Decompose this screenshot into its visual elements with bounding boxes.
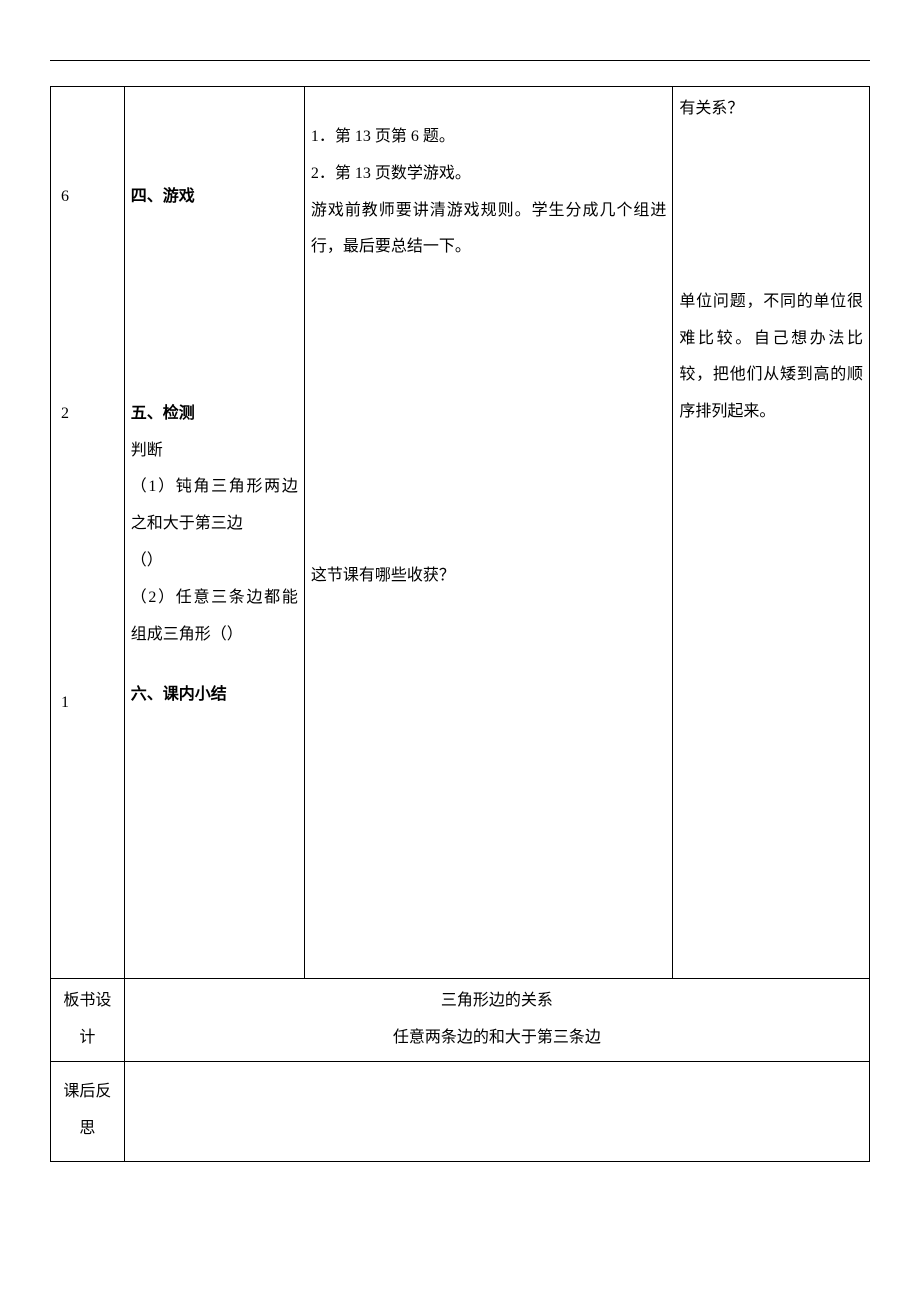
section-5-heading: 五、检测 [131, 396, 298, 433]
question-1: （1）钝角三角形两边之和大于第三边 [131, 469, 298, 543]
question-1-blank: （） [131, 543, 298, 580]
reflection-row: 课后反思 [51, 1061, 870, 1161]
time-value-3: 1 [61, 685, 116, 722]
lesson-plan-table: 6 2 1 四、游戏 五、检测 判断 （1）钝角三角形两边之和大于第三边 （） … [50, 86, 870, 1162]
reflection-content [124, 1061, 869, 1161]
board-line-1: 三角形边的关系 [133, 983, 861, 1020]
board-design-row: 板书设计 三角形边的关系 任意两条边的和大于第三条边 [51, 979, 870, 1062]
game-instruction: 游戏前教师要讲清游戏规则。学生分成几个组进行，最后要总结一下。 [311, 193, 667, 267]
page-top-rule [50, 60, 870, 61]
time-column: 6 2 1 [51, 87, 125, 979]
activity-column: 四、游戏 五、检测 判断 （1）钝角三角形两边之和大于第三边 （） （2）任意三… [124, 87, 304, 979]
exercise-1: 1．第 13 页第 6 题。 [311, 119, 667, 156]
time-value-2: 2 [61, 396, 116, 433]
relation-question: 有关系？ [679, 91, 863, 128]
board-design-label: 板书设计 [51, 979, 125, 1062]
teacher-activity-column: 1．第 13 页第 6 题。 2．第 13 页数学游戏。 游戏前教师要讲清游戏规… [304, 87, 673, 979]
student-activity-column: 有关系？ 单位问题，不同的单位很难比较。自己想办法比较，把他们从矮到高的顺序排列… [673, 87, 870, 979]
exercise-2: 2．第 13 页数学游戏。 [311, 156, 667, 193]
reflection-label: 课后反思 [51, 1061, 125, 1161]
section-4-heading: 四、游戏 [131, 179, 298, 216]
main-content-row: 6 2 1 四、游戏 五、检测 判断 （1）钝角三角形两边之和大于第三边 （） … [51, 87, 870, 979]
board-line-2: 任意两条边的和大于第三条边 [133, 1020, 861, 1057]
section-6-heading: 六、课内小结 [131, 677, 298, 714]
summary-question: 这节课有哪些收获？ [311, 558, 667, 595]
unit-problem-text: 单位问题，不同的单位很难比较。自己想办法比较，把他们从矮到高的顺序排列起来。 [679, 284, 863, 431]
time-value-1: 6 [61, 179, 116, 216]
question-2: （2）任意三条边都能组成三角形（） [131, 580, 298, 654]
board-design-content: 三角形边的关系 任意两条边的和大于第三条边 [124, 979, 869, 1062]
judge-label: 判断 [131, 433, 298, 470]
